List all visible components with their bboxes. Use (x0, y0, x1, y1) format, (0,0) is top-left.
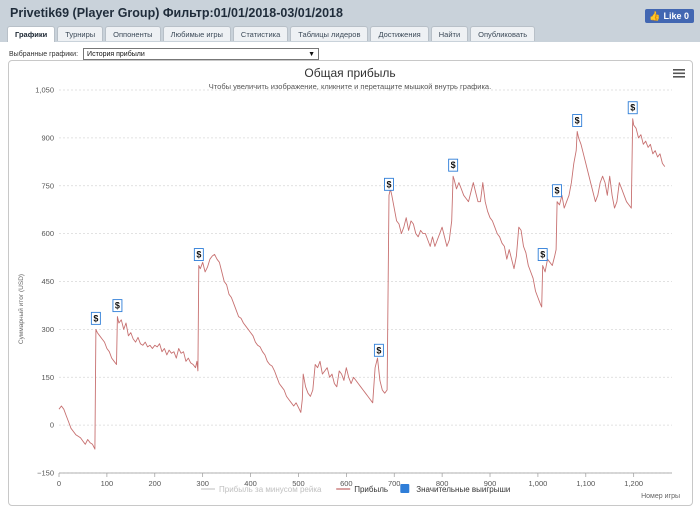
page-title: Privetik69 (Player Group) Фильтр:01/01/2… (10, 6, 343, 20)
big-win-marker-box (552, 184, 563, 198)
tab-achievements[interactable]: Достижения (370, 26, 429, 41)
y-tick-label: −150 (37, 469, 54, 478)
x-tick-label: 600 (340, 479, 353, 488)
big-win-marker: $ (572, 114, 583, 127)
tab-leaderboards[interactable]: Таблицы лидеров (290, 26, 369, 41)
chart-selector-dropdown[interactable]: История прибыли ▼ (83, 48, 320, 60)
tab-charts[interactable]: Графики (7, 26, 56, 42)
legend-swatch-box (400, 484, 410, 493)
y-tick-label: 1,050 (35, 86, 54, 95)
marker-layer: $ $ $ $ $ $ $ $ $ $ (90, 101, 638, 357)
big-win-marker-box (90, 311, 101, 325)
big-win-marker-box (627, 101, 638, 115)
legend-label: Значительные выигрыши (416, 485, 510, 494)
big-win-marker: $ (552, 184, 563, 198)
tab-tournaments[interactable]: Турниры (57, 26, 104, 41)
chart-selector-label: Выбранные графики: (9, 50, 79, 58)
x-tick-label: 1,000 (529, 479, 548, 488)
x-tick-label: 0 (57, 479, 61, 488)
legend-label: Прибыль за минусом рейка (219, 485, 322, 494)
big-win-marker-box (448, 158, 459, 172)
big-win-marker-label: $ (555, 186, 560, 196)
facebook-like-button[interactable]: 👍 Like 0 (645, 9, 694, 23)
big-win-marker: $ (627, 101, 638, 115)
chart-subtitle: Чтобы увеличить изображение, кликните и … (209, 82, 491, 91)
chart-selector-row: Выбранные графики: История прибыли ▼ (9, 48, 320, 60)
x-tick-label: 400 (244, 479, 257, 488)
big-win-marker-label: $ (115, 301, 120, 311)
x-tick-label: 900 (484, 479, 497, 488)
chart-panel[interactable]: −150 0 150 300 450 600 750 900 1,050 0 100 200 300 40… (8, 60, 693, 506)
tab-statistics[interactable]: Статистика (232, 26, 289, 41)
big-win-marker-box (193, 248, 204, 261)
big-win-marker-label: $ (451, 160, 456, 170)
tab-favorite-games[interactable]: Любимые игры (162, 26, 231, 41)
big-win-marker: $ (373, 343, 384, 357)
big-win-marker-label: $ (575, 115, 580, 125)
x-tick-label: 800 (436, 479, 449, 488)
big-win-marker-label: $ (93, 313, 98, 323)
x-tick-label: 100 (101, 479, 114, 488)
tab-opponents[interactable]: Оппоненты (105, 26, 161, 41)
big-win-marker-box (373, 343, 384, 357)
series-layer (58, 118, 666, 450)
y-tick-label: 150 (41, 373, 54, 382)
x-tick-label: 1,100 (576, 479, 595, 488)
x-axis-title: Номер игры (641, 493, 680, 500)
legend-item: Значительные выигрыши (400, 484, 510, 494)
legend: Прибыль за минусом рейка Прибыль Значитель… (201, 484, 510, 494)
big-win-marker: $ (537, 248, 548, 261)
big-win-marker-label: $ (386, 179, 391, 189)
x-tick-label: 1,200 (624, 479, 643, 488)
tab-bar: Графики Турниры Оппоненты Любимые игры С… (7, 26, 536, 42)
big-win-marker: $ (193, 248, 204, 261)
chart-title: Общая прибыль (304, 66, 395, 80)
legend-label: Прибыль (354, 485, 388, 494)
big-win-marker-box (112, 299, 123, 313)
x-tick-label: 500 (292, 479, 305, 488)
big-win-marker: $ (448, 158, 459, 172)
x-tick-label: 700 (388, 479, 401, 488)
dropdown-arrow-icon: ▼ (308, 51, 316, 58)
big-win-marker: $ (112, 299, 123, 313)
thumbs-up-icon: 👍 (649, 10, 661, 21)
x-tick-label: 300 (196, 479, 209, 488)
tab-find[interactable]: Найти (430, 26, 469, 41)
y-tick-label: 450 (41, 277, 54, 286)
y-tick-label: 300 (41, 325, 54, 334)
big-win-marker-label: $ (630, 103, 635, 113)
big-win-marker-box (572, 114, 583, 127)
tab-publish[interactable]: Опубликовать (470, 26, 536, 41)
y-tick-label: 750 (41, 181, 54, 190)
big-win-marker-box (537, 248, 548, 261)
header-bar: Privetik69 (Player Group) Фильтр:01/01/2… (0, 0, 700, 42)
x-tick-label: 200 (149, 479, 162, 488)
like-label: Like 0 (663, 11, 689, 21)
chart-selector-value: История прибыли (87, 51, 145, 58)
legend-item: Прибыль за минусом рейка (201, 485, 322, 494)
big-win-marker-label: $ (540, 250, 545, 260)
big-win-marker-box (384, 177, 394, 191)
grid-lines (59, 89, 672, 474)
big-win-marker-label: $ (196, 250, 201, 260)
big-win-marker-label: $ (376, 345, 381, 355)
big-win-marker: $ (384, 177, 394, 191)
y-tick-label: 600 (41, 229, 54, 238)
y-tick-label: 0 (50, 421, 54, 430)
profit-series-line (58, 118, 666, 450)
big-win-marker: $ (90, 311, 101, 325)
legend-item: Прибыль (336, 485, 388, 494)
y-axis-title: Суммарный итог (USD) (17, 274, 25, 344)
hamburger-icon[interactable] (673, 69, 685, 78)
y-tick-label: 900 (41, 133, 54, 142)
